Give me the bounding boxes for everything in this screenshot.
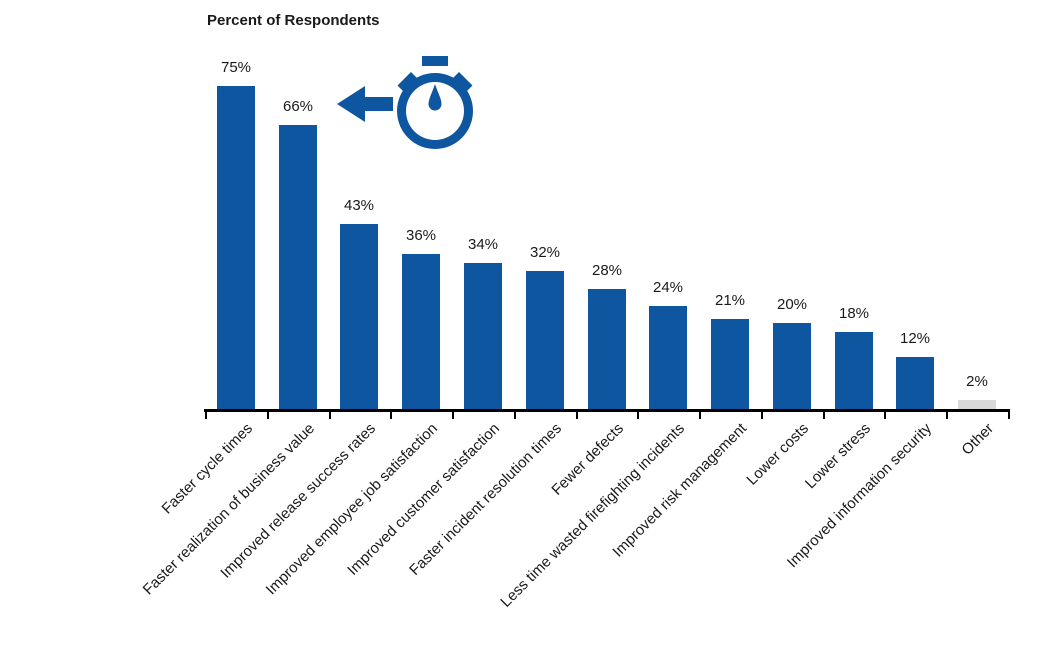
bar-value-label: 18% [838,305,870,322]
x-axis-tick [576,409,578,419]
bar [896,357,934,409]
bar-value-label: 36% [405,227,437,244]
x-axis-tick [205,409,207,419]
stopwatch-arrow-graphic [330,45,480,170]
bar-value-label: 2% [966,373,988,390]
bar-value-label: 32% [529,244,561,261]
x-axis-tick [946,409,948,419]
bar [526,271,564,409]
x-axis-category-label: Faster cycle times [158,420,257,518]
bar-value-label: 43% [343,197,375,214]
bar [649,306,687,409]
bar-value-label: 75% [220,59,252,76]
x-axis-line [204,409,1009,412]
x-axis-tick [1008,409,1010,419]
bar-value-label: 28% [591,262,623,279]
bar-value-label: 21% [714,292,746,309]
x-axis-tick [761,409,763,419]
bar [464,263,502,409]
bar [588,289,626,409]
x-axis-tick [637,409,639,419]
x-axis-tick [452,409,454,419]
bar [958,400,996,409]
bar-value-label: 66% [282,98,314,115]
bar [402,254,440,409]
bar [217,86,255,409]
bar-value-label: 20% [776,296,808,313]
bar-value-label: 34% [467,236,499,253]
stopwatch-icon [337,56,473,149]
bar [835,332,873,409]
bar [279,125,317,409]
bar [773,323,811,409]
x-axis-tick [884,409,886,419]
left-arrow-icon [337,86,393,122]
x-axis-tick [329,409,331,419]
bar-value-label: 24% [652,279,684,296]
x-axis-tick [390,409,392,419]
bar-value-label: 12% [899,330,931,347]
bar [711,319,749,409]
x-axis-tick [823,409,825,419]
x-axis-tick [514,409,516,419]
x-axis-tick [267,409,269,419]
bar [340,224,378,409]
chart-title: Percent of Respondents [207,12,380,29]
x-axis-tick [699,409,701,419]
